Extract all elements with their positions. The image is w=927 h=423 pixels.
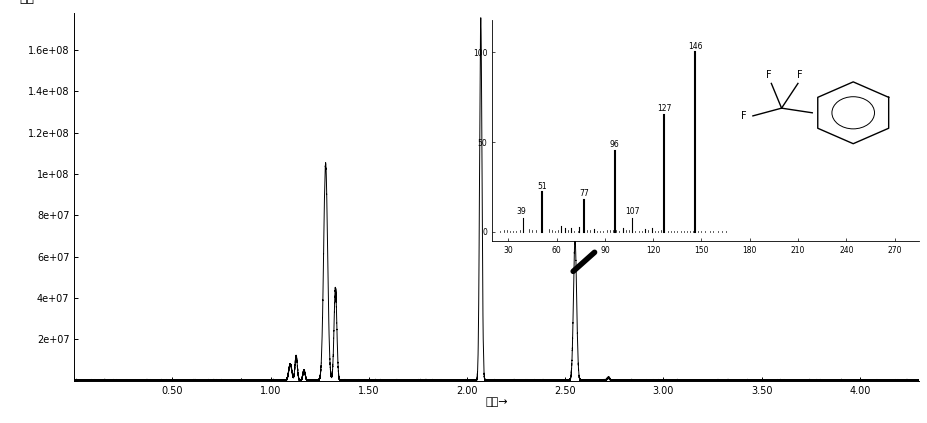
Text: 丰度: 丰度 — [19, 0, 34, 5]
X-axis label: 时间→: 时间→ — [485, 397, 507, 407]
